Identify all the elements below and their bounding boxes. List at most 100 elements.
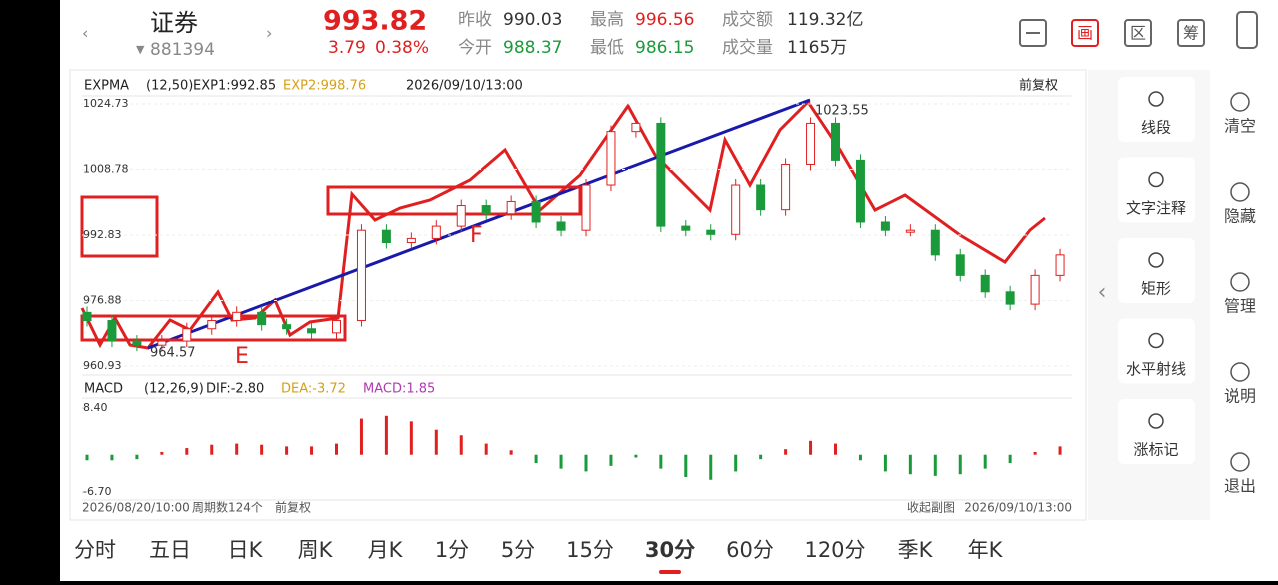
y-tick-label: 976.88 <box>83 294 122 307</box>
candle <box>880 221 890 231</box>
tool-icon <box>1148 171 1164 188</box>
macd-bar <box>709 454 713 480</box>
stock-name: 证券 <box>150 9 198 37</box>
y-tick-label: 960.93 <box>83 359 122 372</box>
stat-value: 119.32亿 <box>787 10 863 30</box>
tool-card[interactable] <box>1118 399 1195 464</box>
period-tab[interactable]: 日K <box>228 538 264 562</box>
legend-text: EXP1:992.85 <box>193 79 276 94</box>
period-tab[interactable]: 五日 <box>149 538 191 562</box>
period-tab[interactable]: 分时 <box>74 538 116 562</box>
period-tab[interactable]: 120分 <box>804 538 865 562</box>
macd-bar <box>359 418 363 455</box>
macd-bar <box>734 454 738 472</box>
macd-bar <box>335 443 338 455</box>
macd-bar <box>85 454 89 461</box>
legend-text: DIF:-2.80 <box>206 382 264 397</box>
macd-bar <box>210 444 214 455</box>
period-tab[interactable]: 60分 <box>726 538 774 562</box>
prev-arrow[interactable]: ‹ <box>82 24 88 43</box>
toolbar-button[interactable] <box>1071 19 1099 47</box>
macd-bar <box>784 449 788 455</box>
macd-bar <box>310 446 314 455</box>
tool-icon <box>1148 252 1164 268</box>
side-label[interactable]: 说明 <box>1224 387 1256 406</box>
tool-card[interactable] <box>1118 77 1195 142</box>
macd-bar <box>834 443 837 455</box>
y-tick-label: 8.40 <box>83 401 108 414</box>
side-label[interactable]: 退出 <box>1224 477 1256 496</box>
period-tab[interactable]: 30分 <box>645 538 695 562</box>
y-tick-label: 992.83 <box>83 228 122 241</box>
candle <box>631 122 641 133</box>
period-tab[interactable]: 月K <box>368 538 404 562</box>
tool-card[interactable] <box>1118 318 1195 384</box>
candle <box>905 229 915 233</box>
stat-value: 996.56 <box>635 10 694 30</box>
side-label[interactable]: 隐藏 <box>1224 207 1256 226</box>
candle <box>831 122 840 161</box>
frame <box>69 69 1087 521</box>
y-tick-label: -6.70 <box>83 485 111 498</box>
toolbar-button-label: 筹 <box>1183 24 1199 43</box>
macd-bar <box>135 454 139 460</box>
macd-bar <box>260 444 264 455</box>
period-tab[interactable]: 周K <box>298 538 334 562</box>
macd-bar <box>759 454 763 460</box>
stat-label: 成交量 <box>722 38 773 58</box>
candle <box>307 328 317 334</box>
stat-value: 1165万 <box>787 38 847 58</box>
tool-card[interactable] <box>1118 157 1195 223</box>
tool-label: 涨标记 <box>1133 441 1178 459</box>
low-label: 964.57 <box>150 346 196 361</box>
macd-bar <box>185 448 189 455</box>
macd-bar <box>509 450 513 455</box>
stock-code: 881394 <box>150 40 215 60</box>
tab-underline <box>659 570 681 574</box>
toolbar-button[interactable] <box>1124 19 1152 47</box>
macd-bar <box>858 454 862 461</box>
stat-value: 986.15 <box>635 38 694 58</box>
candle <box>232 311 242 322</box>
candle <box>756 184 766 211</box>
period-tab[interactable]: 5分 <box>501 538 535 562</box>
period-tab[interactable]: 15分 <box>566 538 614 562</box>
macd-bar <box>160 451 164 455</box>
y-tick-label: 1008.78 <box>83 163 129 176</box>
footer-text: 2026/08/20/10:00 <box>82 501 190 515</box>
annotation-letter: E <box>235 344 249 369</box>
next-arrow[interactable]: › <box>266 24 272 43</box>
candle <box>481 205 491 215</box>
candle <box>656 122 666 227</box>
side-label[interactable]: 管理 <box>1224 297 1256 316</box>
side-icon <box>1230 272 1250 292</box>
adjust-label[interactable]: 前复权 <box>1019 78 1058 94</box>
legend-text: MACD <box>84 382 123 397</box>
period-tab[interactable]: 年K <box>968 538 1004 562</box>
phone-icon[interactable] <box>1236 11 1258 49</box>
toolbar-button[interactable] <box>1177 19 1205 47</box>
tool-icon <box>1148 413 1164 429</box>
legend-text: (12,50) <box>146 79 193 94</box>
background <box>60 0 1278 581</box>
collapse-arrow[interactable]: ‹ <box>1098 280 1107 305</box>
period-tab[interactable]: 1分 <box>435 538 469 562</box>
price: 993.82 <box>323 6 427 37</box>
tool-card[interactable] <box>1118 238 1195 303</box>
stat-value: 988.37 <box>503 38 562 58</box>
side-label[interactable]: 清空 <box>1224 117 1256 136</box>
minus-button[interactable] <box>1019 19 1047 47</box>
macd-bar <box>634 454 638 458</box>
candle <box>456 205 466 227</box>
candle <box>731 184 741 235</box>
footer-text[interactable]: 收起副图 <box>907 501 955 515</box>
candle <box>606 131 616 186</box>
stat-label: 成交额 <box>722 10 773 30</box>
macd-bar <box>684 454 688 477</box>
period-tab[interactable]: 季K <box>898 538 934 562</box>
legend-text: EXPMA <box>84 79 129 94</box>
macd-bar <box>1033 451 1037 455</box>
footer-text: 周期数124个 <box>192 500 263 515</box>
high-label: 1023.55 <box>815 104 869 119</box>
stat-label: 今开 <box>458 38 492 58</box>
